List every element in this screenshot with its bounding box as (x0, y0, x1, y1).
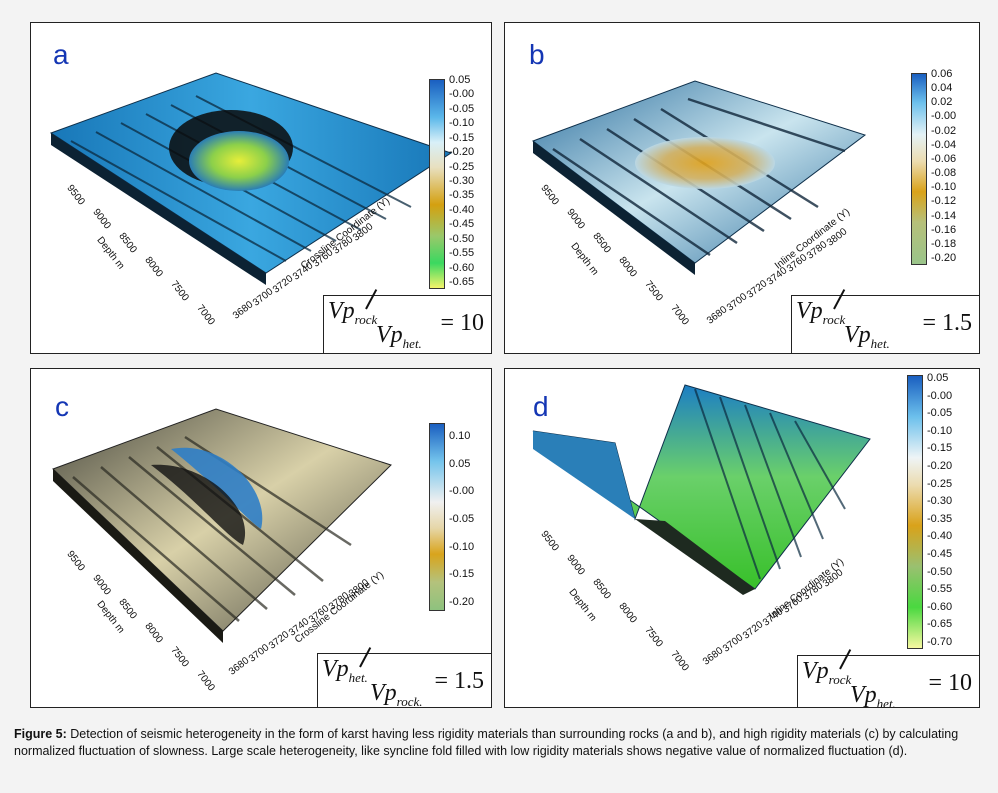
panel-d: d 0.05 -0.00 -0.05 -0.10 -0.15 -0.20 -0.25 -0.3… (504, 368, 980, 708)
colorbar-tick-label: -0.02 (931, 124, 957, 137)
colorbar-tick-label: -0.00 (927, 389, 953, 402)
colorbar-tick-label: -0.35 (449, 189, 475, 202)
colorbar-tick-label: -0.16 (931, 223, 957, 236)
colorbar-tick-label: -0.20 (449, 596, 475, 608)
colorbar-tick-label: -0.18 (931, 237, 957, 250)
colorbar-b (911, 73, 927, 265)
colorbar-tick-label: -0.40 (449, 203, 475, 216)
colorbar-c (429, 423, 445, 611)
colorbar-tick-label: -0.40 (927, 530, 953, 543)
figure-5: a 0.05 -0.00 -0.05 -0.10 -0.15 -0.20 -0.25 -0.3… (30, 22, 980, 708)
surface-plot-a (49, 72, 453, 285)
panel-b: b 0.06 0.04 0.02 -0.00 -0.02 -0.04 -0.06 -0.08-… (504, 22, 980, 354)
colorbar-ticks-b: 0.06 0.04 0.02 -0.00 -0.02 -0.04 -0.06 -0.08 -0.… (931, 68, 979, 265)
colorbar-tick-label: -0.10 (927, 424, 953, 437)
colorbar-tick-label: -0.65 (449, 276, 475, 288)
colorbar-tick-label: -0.20 (449, 146, 475, 159)
colorbar-tick-label: -0.50 (449, 232, 475, 245)
colorbar-tick-label: -0.00 (931, 110, 957, 123)
colorbar-ticks-a: 0.05 -0.00 -0.05 -0.10 -0.15 -0.20 -0.25 -0.30 -… (449, 74, 491, 289)
panel-label-a: a (53, 39, 69, 70)
caption-text: Detection of seismic heterogeneity in th… (14, 727, 959, 758)
colorbar-tick-label: -0.60 (927, 600, 953, 613)
colorbar-tick-label: -0.55 (449, 247, 475, 260)
colorbar-tick-label: 0.02 (931, 96, 953, 109)
colorbar-tick-label: -0.20 (927, 460, 953, 472)
colorbar-tick-label: 0.10 (449, 430, 471, 442)
colorbar-tick-label: -0.30 (449, 175, 475, 187)
colorbar-tick-label: -0.55 (927, 583, 953, 596)
colorbar-tick-label: -0.15 (449, 131, 475, 144)
panel-a: a 0.05 -0.00 -0.05 -0.10 -0.15 -0.20 -0.25 -0.3… (30, 22, 492, 354)
colorbar-tick-label: -0.10 (449, 117, 475, 130)
colorbar-tick-label: -0.60 (449, 261, 475, 274)
surface-plot-d (532, 384, 871, 595)
colorbar-tick-label: 0.05 (449, 74, 471, 86)
colorbar-tick-label: -0.04 (931, 138, 957, 151)
ratio-box-a: Vprock Vphet. = 10 (323, 289, 491, 353)
colorbar-tick-label: 0.05 (449, 457, 471, 470)
colorbar-tick-label: -0.10 (449, 540, 475, 553)
panel-label-d: d (533, 391, 549, 422)
panel-label-b: b (529, 39, 545, 70)
colorbar-ticks-c: 0.10 0.05 -0.00 -0.05 -0.10 -0.15 -0.20 (449, 430, 491, 609)
colorbar-tick-label: -0.45 (449, 218, 475, 231)
colorbar-tick-label: -0.65 (927, 618, 953, 631)
colorbar-tick-label: 0.04 (931, 82, 953, 95)
ratio-box-c: Vphet. Vprock. = 1.5 (317, 647, 491, 707)
ratio-box-d: Vprock Vphet. = 10 (797, 649, 979, 707)
colorbar-tick-label: -0.15 (927, 442, 953, 455)
colorbar-tick-label: -0.06 (931, 152, 957, 165)
colorbar-tick-label: 0.06 (931, 68, 953, 80)
colorbar-tick-label: -0.10 (931, 181, 957, 194)
colorbar-tick-label: -0.05 (449, 102, 475, 115)
colorbar-ticks-d: 0.05 -0.00 -0.05 -0.10 -0.15 -0.20 -0.25 -0.30 -… (927, 372, 979, 649)
figure-caption: Figure 5: Detection of seismic heterogen… (14, 726, 982, 760)
colorbar-tick-label: -0.25 (927, 477, 953, 490)
colorbar-tick-label: -0.08 (931, 167, 957, 180)
colorbar-tick-label: -0.30 (927, 495, 953, 508)
colorbar-tick-label: -0.05 (927, 407, 953, 420)
colorbar-tick-label: -0.15 (449, 568, 475, 581)
colorbar-tick-label: -0.45 (927, 548, 953, 560)
colorbar-tick-label: -0.05 (449, 513, 475, 525)
colorbar-tick-label: -0.50 (927, 565, 953, 578)
colorbar-tick-label: -0.20 (931, 252, 957, 264)
colorbar-tick-label: -0.25 (449, 160, 475, 173)
colorbar-tick-label: -0.35 (927, 512, 953, 525)
caption-label: Figure 5: (14, 727, 67, 741)
ratio-box-b: Vprock Vphet. = 1.5 (791, 289, 979, 353)
colorbar-d (907, 375, 923, 649)
panel-c: c 0.10 0.05 -0.00 -0.05 -0.10 -0.15 -0.20 Cros… (30, 368, 492, 708)
surface-plot-c (52, 408, 392, 643)
colorbar-tick-label: -0.14 (931, 209, 957, 222)
colorbar-tick-label: -0.00 (449, 485, 475, 498)
panel-label-c: c (55, 391, 69, 422)
colorbar-tick-label: -0.12 (931, 195, 957, 208)
surface-plot-b (531, 80, 867, 275)
colorbar-a (429, 79, 445, 289)
colorbar-tick-label: 0.05 (927, 372, 949, 384)
colorbar-tick-label: -0.00 (449, 88, 475, 101)
colorbar-tick-label: -0.70 (927, 636, 953, 648)
